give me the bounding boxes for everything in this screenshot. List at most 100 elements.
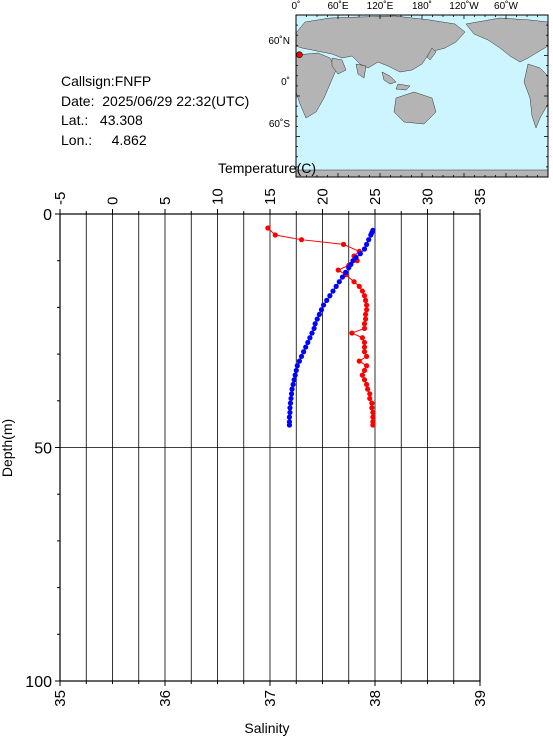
map-lat-label: 60˚S (269, 118, 290, 130)
japan-shape (426, 47, 437, 61)
salinity-point (369, 405, 375, 411)
salinity-point (367, 395, 373, 402)
map-lon-label: 120˚W (449, 0, 479, 12)
chart-grid (59, 214, 481, 681)
temperature-tick-label: 20 (315, 188, 332, 205)
lat-value: 43.308 (99, 112, 143, 128)
temperature-point (361, 246, 368, 252)
map-top-labels: 0˚ 60˚E 120˚E 180˚ 120˚W 60˚W (292, 0, 519, 12)
salinity-tick-label: 39 (472, 690, 489, 707)
salinity-point (361, 321, 368, 327)
world-map: 0˚ 60˚E 120˚E 180˚ 120˚W 60˚W 60˚N 0˚ 60… (268, 0, 549, 178)
temperature-point (311, 325, 317, 332)
temperature-tick-label: 35 (472, 188, 489, 205)
temperature-tick-label: -5 (52, 192, 69, 205)
temperature-point (312, 321, 318, 327)
temperature-point (314, 316, 320, 322)
south-america-shape (523, 63, 549, 129)
temperature-point (364, 241, 370, 247)
temperature-point (316, 311, 322, 318)
station-info: Callsign:FNFP Date: 2025/06/29 22:32(UTC… (61, 72, 249, 150)
temperature-tick-label: 0 (105, 197, 122, 205)
salinity-point (362, 297, 369, 303)
temperature-point (291, 377, 297, 383)
temperature-point (305, 339, 311, 346)
callsign-label: Callsign: (61, 73, 115, 89)
indonesia-shape (381, 71, 411, 91)
salinity-point (367, 391, 373, 397)
temperature-point (324, 297, 330, 303)
map-lat-label: 60˚N (268, 35, 290, 47)
temperature-point (339, 274, 346, 280)
salinity-point (361, 293, 368, 299)
temperature-tick-label: 25 (367, 188, 384, 205)
salinity-tick-label: 37 (262, 690, 279, 707)
lon-row: Lon.: 4.862 (61, 131, 249, 151)
temperature-point (287, 400, 294, 406)
depth-tick-label: 0 (43, 207, 52, 224)
temperature-point (290, 381, 296, 388)
salinity-point (364, 302, 370, 308)
map-frame (295, 14, 549, 178)
salinity-point (361, 349, 368, 355)
salinity-point (364, 307, 370, 313)
salinity-tick-label: 36 (157, 690, 174, 707)
temperature-point (327, 293, 333, 299)
temperature-point (293, 367, 299, 374)
salinity-point (356, 358, 362, 364)
map-lon-label: 180˚ (412, 0, 432, 12)
temperature-point (294, 363, 300, 369)
salinity-tick-label: 38 (367, 690, 384, 707)
temperature-point (289, 386, 295, 392)
temperature-point (292, 372, 298, 378)
callsign-row: Callsign:FNFP (61, 72, 249, 92)
temperature-tick-label: 15 (262, 188, 279, 205)
salinity-point (370, 409, 376, 416)
temperature-axis: -5 0 5 10 15 20 25 30 35 (52, 188, 489, 214)
date-row: Date: 2025/06/29 22:32(UTC) (61, 92, 249, 112)
plot-frame (59, 213, 481, 682)
temperature-point (286, 414, 293, 420)
salinity-point (364, 353, 370, 360)
temperature-tick-label: 30 (420, 188, 437, 205)
temperature-point (298, 353, 305, 360)
map-lon-label: 60˚W (494, 0, 518, 12)
salinity-point (356, 283, 362, 289)
salinity-point (359, 372, 365, 378)
callsign-value: FNFP (114, 73, 152, 89)
temperature-point (287, 409, 293, 416)
depth-tick-label: 50 (34, 441, 52, 458)
temperature-line (288, 230, 374, 426)
temperature-point (353, 254, 359, 261)
salinity-point (361, 339, 368, 346)
salinity-point (272, 232, 278, 238)
temperature-point (366, 237, 372, 243)
salinity-point (361, 377, 368, 383)
salinity-point (265, 225, 271, 231)
temperature-point (301, 349, 307, 355)
salinity-point (369, 400, 375, 406)
salinity-point (359, 288, 365, 294)
salinity-axis: 35 36 37 38 39 (52, 681, 489, 707)
temperature-tick-label: 5 (157, 197, 174, 205)
salinity-point (370, 414, 376, 420)
south-asia-shape (331, 57, 367, 79)
salinity-axis-title: Salinity (244, 720, 289, 736)
lon-label: Lon.: (61, 131, 93, 148)
salinity-point (349, 330, 355, 336)
temperature-point (357, 251, 363, 257)
salinity-point (364, 381, 370, 388)
temperature-series (286, 227, 376, 428)
temperature-point (346, 265, 352, 271)
salinity-point (359, 335, 365, 341)
salinity-point (361, 325, 368, 332)
salinity-tick-label: 35 (52, 690, 69, 707)
salinity-point (351, 279, 357, 285)
temperature-point (303, 344, 309, 350)
temperature-point (318, 307, 325, 313)
temperature-point (343, 269, 349, 275)
salinity-point (361, 344, 368, 350)
salinity-point (365, 386, 371, 392)
temperature-axis-title: Temperature(C) (218, 160, 316, 176)
temperature-point (286, 422, 293, 428)
